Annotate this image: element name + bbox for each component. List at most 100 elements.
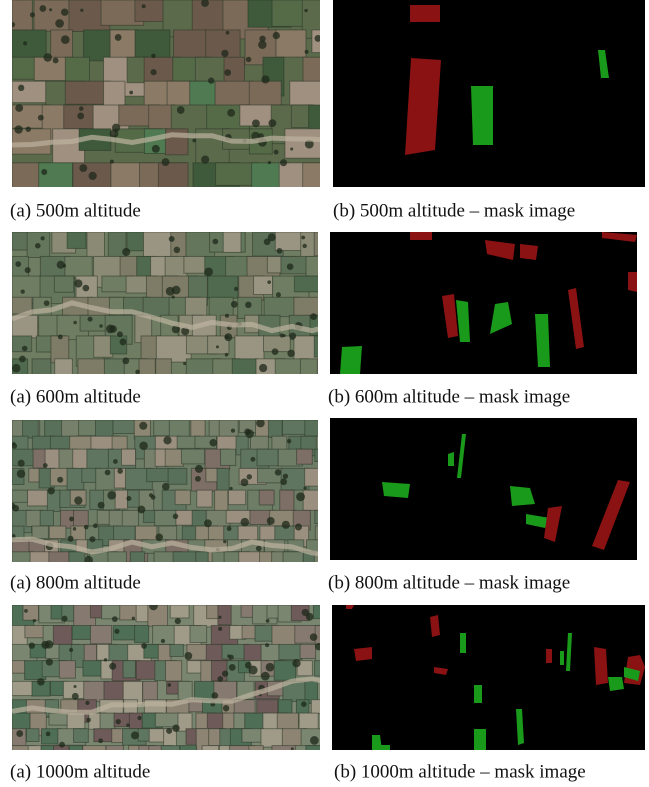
texture xyxy=(74,279,82,287)
texture xyxy=(96,420,114,437)
texture xyxy=(26,729,39,742)
texture xyxy=(156,359,172,375)
caption: (a) 1000m altitude xyxy=(10,761,150,782)
texture xyxy=(173,552,199,568)
texture xyxy=(184,256,206,273)
texture xyxy=(43,53,52,62)
texture xyxy=(110,30,138,58)
texture xyxy=(12,364,20,372)
texture xyxy=(25,267,31,273)
texture xyxy=(67,232,86,248)
texture xyxy=(33,619,36,622)
texture xyxy=(316,436,331,455)
texture xyxy=(109,663,116,670)
texture xyxy=(18,460,25,467)
texture xyxy=(227,526,232,531)
texture xyxy=(283,474,288,479)
texture xyxy=(167,683,171,687)
texture xyxy=(161,746,180,760)
texture xyxy=(34,0,74,31)
texture xyxy=(196,552,208,573)
texture xyxy=(173,514,179,520)
texture xyxy=(218,616,221,619)
texture xyxy=(249,666,258,675)
texture xyxy=(122,248,130,256)
texture xyxy=(139,422,147,430)
texture xyxy=(204,268,213,277)
texture xyxy=(275,469,281,475)
texture xyxy=(247,474,252,479)
texture xyxy=(208,77,214,83)
texture xyxy=(151,54,156,59)
texture xyxy=(141,643,147,649)
texture xyxy=(123,661,135,678)
texture xyxy=(122,357,129,364)
texture xyxy=(155,510,177,525)
texture xyxy=(306,256,326,276)
caption: (b) 1000m altitude – mask image xyxy=(334,761,586,782)
texture xyxy=(22,346,28,352)
texture xyxy=(276,292,281,297)
texture xyxy=(161,639,165,643)
texture xyxy=(156,336,191,362)
texture xyxy=(79,106,84,111)
texture xyxy=(83,285,90,292)
caption: (a) 800m altitude xyxy=(10,572,141,593)
texture xyxy=(315,35,322,42)
texture xyxy=(89,536,95,542)
texture xyxy=(261,729,283,747)
texture xyxy=(114,629,119,634)
texture xyxy=(235,336,264,362)
texture xyxy=(115,490,128,509)
texture xyxy=(72,693,79,700)
texture xyxy=(192,139,196,143)
texture xyxy=(30,12,35,17)
texture xyxy=(86,718,91,723)
texture xyxy=(261,644,280,662)
texture xyxy=(250,457,255,462)
mask-image xyxy=(330,418,637,560)
texture xyxy=(149,602,158,611)
texture xyxy=(105,470,111,476)
texture xyxy=(30,552,50,567)
texture xyxy=(259,36,265,42)
texture xyxy=(272,0,304,26)
texture xyxy=(246,57,251,62)
texture xyxy=(162,483,170,491)
texture xyxy=(290,147,293,150)
texture xyxy=(202,746,219,763)
texture xyxy=(201,155,209,163)
texture xyxy=(310,736,319,745)
texture xyxy=(135,625,149,642)
texture xyxy=(295,523,302,530)
texture xyxy=(102,605,122,619)
texture xyxy=(114,526,136,540)
texture xyxy=(241,518,250,527)
texture xyxy=(62,616,68,622)
texture xyxy=(234,287,238,291)
texture xyxy=(137,716,141,720)
texture xyxy=(90,625,111,643)
texture xyxy=(210,439,218,447)
texture xyxy=(232,359,257,383)
texture xyxy=(112,616,118,622)
texture xyxy=(158,163,188,201)
texture xyxy=(305,468,324,486)
texture xyxy=(222,671,228,677)
texture xyxy=(239,552,261,571)
texture xyxy=(73,321,77,325)
texture xyxy=(24,609,28,613)
texture xyxy=(181,449,204,464)
texture xyxy=(58,334,63,339)
texture xyxy=(73,527,76,530)
texture xyxy=(297,449,313,464)
texture xyxy=(226,31,230,35)
texture xyxy=(61,35,70,44)
texture xyxy=(302,609,309,616)
texture xyxy=(37,678,45,686)
texture xyxy=(306,746,326,768)
texture xyxy=(280,490,294,513)
aerial-image xyxy=(12,232,346,388)
texture xyxy=(35,243,41,249)
texture xyxy=(169,236,175,242)
